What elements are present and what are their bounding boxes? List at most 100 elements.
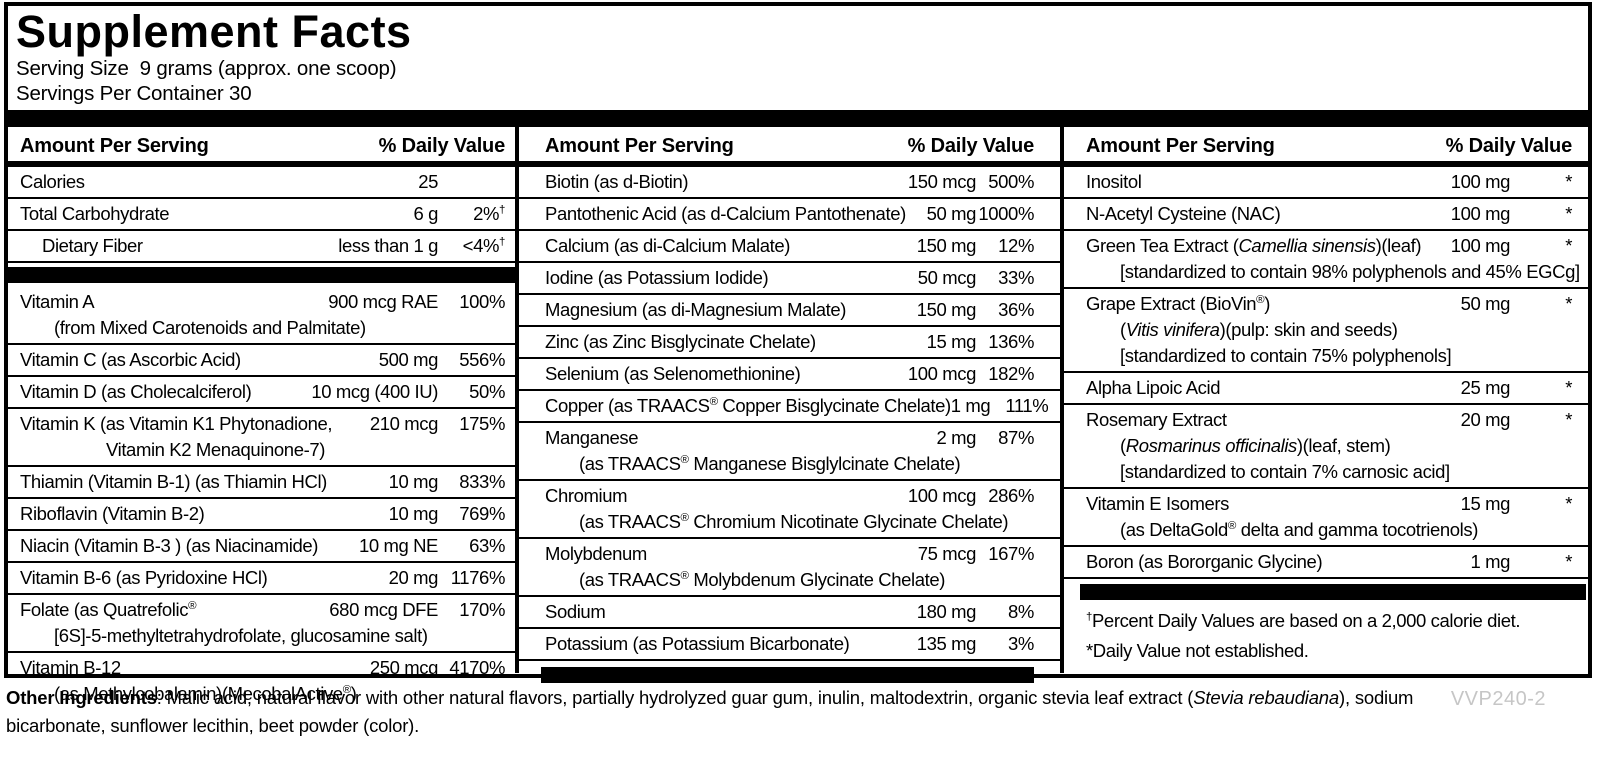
column-header-amount-label: Amount Per Serving (545, 135, 734, 157)
ingredient-subtext: (as TRAACS® Molybdenum Glycinate Chelate… (579, 569, 945, 590)
divider-bar (541, 667, 1034, 683)
column-divider (515, 127, 519, 673)
column-header: Amount Per Serving % Daily Value (1064, 127, 1588, 167)
table-row: Riboflavin (Vitamin B-2) 10 mg 769% (8, 499, 515, 531)
amount-value: 210 mcg (369, 413, 439, 434)
amount-value: 250 mcg (369, 657, 439, 678)
daily-value: 167% (988, 543, 1034, 564)
nutrient-column-3: Amount Per Serving % Daily Value Inosito… (1064, 127, 1588, 673)
nutrient-rows: Inositol 100 mg * N-Acetyl Cysteine (NAC) 10… (1064, 167, 1588, 665)
amount-value: 150 mcg (907, 171, 977, 192)
amount-value: 2 mg (936, 427, 976, 448)
daily-value: 500% (988, 171, 1034, 192)
table-row: Copper (as TRAACS® Copper Bisglycinate C… (519, 391, 1060, 423)
ingredient-subtext: (from Mixed Carotenoids and Palmitate) (54, 317, 366, 338)
daily-value: 8% (1008, 601, 1034, 622)
daily-value: 4170% (449, 657, 505, 678)
nutrient-column-2: Amount Per Serving % Daily Value Biotin … (519, 127, 1060, 683)
table-row: Grape Extract (BioVin®) 50 mg * (Vitis vini… (1064, 289, 1588, 373)
ingredient-name: Vitamin A (20, 291, 95, 312)
divider-bar (1080, 584, 1586, 600)
amount-value: 10 mcg (400 IU) (311, 381, 438, 402)
serving-size-text: Serving Size 9 grams (approx. one scoop) (16, 57, 397, 80)
table-row: Vitamin B-6 (as Pyridoxine HCl) 20 mg 1176… (8, 563, 515, 595)
other-ingredients-text: : Malic acid, natural flavor with other … (6, 687, 1414, 736)
ingredient-subtext: Vitamin K2 Menaquinone-7) (106, 439, 325, 460)
ingredient-name: Copper (as TRAACS® Copper Bisglycinate C… (545, 395, 951, 416)
ingredient-name: Selenium (as Selenomethionine) (545, 363, 801, 384)
amount-value: 100 mcg (907, 363, 977, 384)
daily-value: 12% (998, 235, 1034, 256)
ingredient-name: Thiamin (Vitamin B-1) (as Thiamin HCl) (20, 471, 327, 492)
table-row: Dietary Fiber less than 1 g <4%† (8, 231, 515, 263)
table-row: Total Carbohydrate 6 g 2%† (8, 199, 515, 231)
amount-value: 75 mcg (917, 543, 977, 564)
daily-value: * (1565, 377, 1572, 398)
ingredient-name: Molybdenum (545, 543, 647, 564)
ingredient-name: Riboflavin (Vitamin B-2) (20, 503, 205, 524)
daily-value: * (1565, 235, 1572, 256)
nutrient-rows: Biotin (as d-Biotin) 150 mcg 500% Pantothen… (519, 167, 1060, 683)
other-ingredients: Other Ingredients: Malic acid, natural f… (6, 684, 1430, 740)
amount-value: 50 mg (1460, 293, 1511, 314)
ingredient-subtext: (as DeltaGold® delta and gamma tocotrien… (1120, 519, 1478, 540)
daily-value: 136% (988, 331, 1034, 352)
divider-bar (8, 110, 1588, 127)
footnote-row: †Percent Daily Values are based on a 2,0… (1064, 605, 1588, 635)
amount-value: 15 mg (1460, 493, 1511, 514)
amount-value: less than 1 g (338, 235, 438, 256)
daily-value: 3% (1008, 633, 1034, 654)
ingredient-name: Calories (20, 171, 85, 192)
amount-value: 10 mg NE (358, 535, 438, 556)
amount-value: 50 mg (926, 203, 977, 224)
nutrient-column-1: Amount Per Serving % Daily Value Calorie… (8, 127, 515, 704)
table-row: Folate (as Quatrefolic® 680 mcg DFE 170% [6… (8, 595, 515, 653)
amount-value: 135 mg (916, 633, 977, 654)
daily-value: 769% (459, 503, 505, 524)
amount-value: 150 mg (916, 299, 977, 320)
table-row: Zinc (as Zinc Bisglycinate Chelate) 15 mg… (519, 327, 1060, 359)
ingredient-subtext: [6S]-5-methyltetrahydrofolate, glucosami… (54, 625, 428, 646)
ingredient-subtext: (as TRAACS® Chromium Nicotinate Glycinat… (579, 511, 1009, 532)
daily-value: 1176% (450, 567, 506, 588)
daily-value: 50% (469, 381, 505, 402)
table-row: Molybdenum 75 mcg 167% (as TRAACS® Molybden… (519, 539, 1060, 597)
amount-value: 100 mg (1450, 235, 1511, 256)
table-row: Chromium 100 mcg 286% (as TRAACS® Chromium … (519, 481, 1060, 539)
table-row: Selenium (as Selenomethionine) 100 mcg 182… (519, 359, 1060, 391)
ingredient-name: Vitamin C (as Ascorbic Acid) (20, 349, 241, 370)
divider-bar-row (519, 667, 1060, 683)
ingredient-subtext: (as Methylcobalamin)(MecobalActive®) (54, 683, 357, 704)
table-row: Green Tea Extract (Camellia sinensis)(le… (1064, 231, 1588, 289)
daily-value: * (1565, 551, 1572, 572)
daily-value: 175% (459, 413, 505, 434)
amount-value: 500 mg (378, 349, 439, 370)
daily-value: * (1565, 409, 1572, 430)
nutrient-rows: Calories 25 Total Carbohydrate 6 g 2%† Dietar… (8, 167, 515, 709)
column-header-dv-label: % Daily Value (907, 135, 1035, 157)
table-row: Alpha Lipoic Acid 25 mg * (1064, 373, 1588, 405)
amount-value: 150 mg (916, 235, 977, 256)
ingredient-name: Niacin (Vitamin B-3 ) (as Niacinamide) (20, 535, 319, 556)
column-divider (1060, 127, 1064, 673)
footnote: *Daily Value not established. (1086, 640, 1309, 661)
daily-value: 2%† (473, 203, 505, 224)
table-row: Vitamin A 900 mcg RAE 100% (from Mixed Caro… (8, 287, 515, 345)
daily-value: 170% (459, 599, 505, 620)
ingredient-subtext: (Rosmarinus officinalis)(leaf, stem) (1120, 435, 1391, 456)
table-row: Rosemary Extract 20 mg * (Rosmarinus offici… (1064, 405, 1588, 489)
divider-bar (8, 267, 515, 283)
ingredient-name: Rosemary Extract (1086, 409, 1227, 430)
nutrient-columns: Amount Per Serving % Daily Value Calorie… (8, 127, 1588, 704)
daily-value: 87% (998, 427, 1034, 448)
table-row: Potassium (as Potassium Bicarbonate) 135 … (519, 629, 1060, 661)
amount-value: 20 mg (388, 567, 439, 588)
footnote: †Percent Daily Values are based on a 2,0… (1086, 610, 1521, 631)
ingredient-name: Dietary Fiber (42, 235, 143, 256)
ingredient-name: Zinc (as Zinc Bisglycinate Chelate) (545, 331, 816, 352)
ingredient-name: Grape Extract (BioVin®) (1086, 293, 1270, 314)
table-row: Vitamin K (as Vitamin K1 Phytonadione, 21… (8, 409, 515, 467)
amount-value: 50 mcg (917, 267, 977, 288)
ingredient-name: Chromium (545, 485, 628, 506)
product-code: VVP240-2 (1450, 688, 1546, 710)
